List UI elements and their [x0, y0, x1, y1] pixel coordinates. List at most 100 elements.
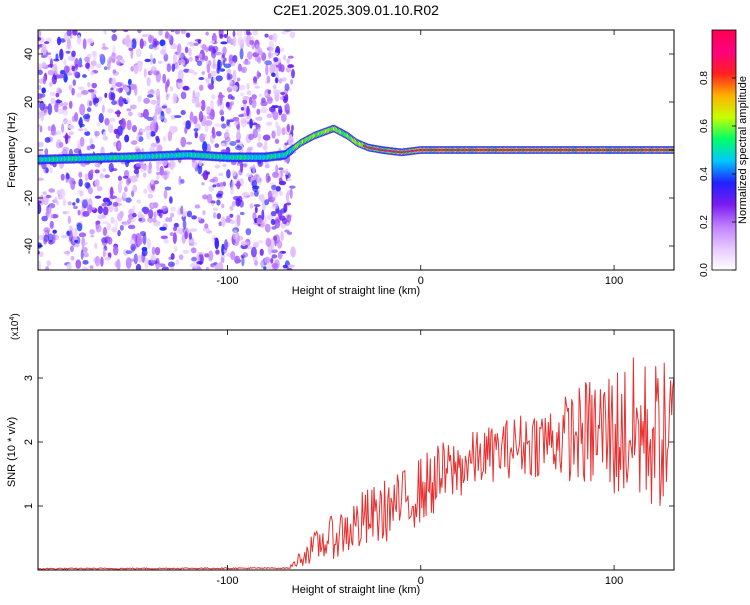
- noise-cell: [150, 99, 158, 105]
- noise-cell: [149, 89, 154, 93]
- noise-cell: [158, 115, 165, 120]
- noise-cell: [84, 56, 90, 63]
- noise-cell: [135, 263, 142, 270]
- noise-cell: [130, 140, 138, 145]
- noise-cell: [107, 123, 114, 133]
- noise-cell: [212, 45, 219, 53]
- noise-cell: [67, 215, 72, 225]
- noise-cell: [102, 168, 107, 173]
- noise-cell: [283, 55, 287, 61]
- noise-cell: [74, 57, 79, 68]
- noise-cell: [229, 79, 233, 90]
- noise-cell: [62, 105, 68, 111]
- noise-cell: [280, 231, 284, 242]
- noise-cell: [117, 182, 122, 194]
- noise-cell: [143, 208, 149, 215]
- noise-cell: [156, 174, 160, 180]
- noise-cell: [134, 84, 138, 96]
- noise-cell: [68, 230, 73, 243]
- noise-cell: [92, 52, 97, 62]
- noise-cell: [94, 130, 100, 137]
- noise-cell: [236, 129, 240, 142]
- noise-cell: [270, 218, 276, 226]
- snr-axes: -100 0 100 1 2 3: [23, 330, 674, 587]
- noise-cell: [255, 43, 261, 55]
- noise-cell: [183, 68, 190, 73]
- noise-cell: [242, 66, 248, 74]
- noise-cell: [180, 91, 187, 100]
- noise-cell: [127, 218, 132, 224]
- noise-cell: [47, 233, 54, 243]
- noise-cell: [81, 199, 88, 209]
- noise-cell: [117, 125, 123, 136]
- noise-cell: [214, 143, 220, 148]
- noise-cell: [174, 63, 180, 70]
- noise-cell: [260, 100, 268, 107]
- noise-cell: [160, 49, 166, 55]
- noise-cell: [74, 239, 79, 243]
- noise-cell: [118, 180, 123, 185]
- spectrogram-axes: -100 0 100 -40 -20 0 20 40: [23, 30, 674, 287]
- noise-cell: [177, 59, 184, 64]
- noise-cell: [150, 179, 154, 185]
- noise-cell: [285, 202, 292, 206]
- y-tick-label: 2: [23, 439, 35, 445]
- noise-cell: [78, 171, 83, 178]
- noise-cell: [203, 55, 209, 62]
- noise-cell: [170, 30, 175, 33]
- noise-cell: [249, 203, 254, 209]
- noise-cell: [208, 185, 215, 192]
- noise-cell: [123, 30, 129, 33]
- noise-cell: [73, 205, 78, 210]
- noise-cell: [274, 234, 280, 244]
- noise-cell: [193, 71, 198, 75]
- spectrogram-panel: -100 0 100 -40 -20 0 20 40 Height of straight l…: [6, 29, 675, 297]
- noise-cell: [161, 205, 169, 212]
- noise-cell: [176, 78, 183, 83]
- noise-cell: [148, 44, 154, 50]
- noise-cell: [75, 198, 80, 204]
- noise-cell: [216, 182, 221, 188]
- noise-cell: [280, 47, 285, 53]
- noise-cell: [222, 46, 227, 56]
- noise-cell: [259, 248, 264, 256]
- noise-cell: [56, 36, 62, 46]
- noise-cell: [240, 241, 247, 247]
- noise-cell: [163, 189, 168, 199]
- noise-cell: [186, 210, 193, 218]
- noise-cell: [137, 210, 143, 220]
- noise-cell: [65, 43, 72, 50]
- noise-cell: [73, 148, 81, 154]
- noise-cell: [216, 199, 221, 206]
- noise-cell: [232, 55, 238, 63]
- noise-cell: [222, 60, 226, 66]
- noise-cell: [93, 97, 100, 104]
- noise-cell: [172, 161, 176, 168]
- noise-cell: [43, 227, 51, 234]
- noise-cell: [212, 184, 217, 188]
- noise-cell: [47, 69, 55, 76]
- noise-cell: [38, 63, 43, 70]
- noise-cell: [131, 38, 137, 50]
- noise-cell: [258, 93, 263, 97]
- noise-cell: [140, 163, 146, 169]
- noise-cell: [286, 178, 292, 182]
- noise-cell: [110, 87, 114, 91]
- noise-cell: [205, 266, 210, 270]
- noise-cell: [148, 209, 154, 219]
- noise-cell: [206, 115, 213, 120]
- noise-cell: [153, 211, 157, 219]
- noise-cell: [122, 98, 127, 102]
- noise-cell: [79, 103, 86, 116]
- noise-cell: [138, 218, 143, 222]
- noise-cell: [272, 196, 276, 202]
- noise-cell: [122, 175, 129, 179]
- noise-cell: [79, 136, 85, 147]
- noise-cell: [127, 224, 136, 230]
- noise-cell: [174, 30, 180, 35]
- noise-cell: [38, 141, 44, 148]
- noise-cell: [252, 164, 256, 175]
- noise-cell: [123, 170, 130, 178]
- noise-cell: [71, 65, 76, 72]
